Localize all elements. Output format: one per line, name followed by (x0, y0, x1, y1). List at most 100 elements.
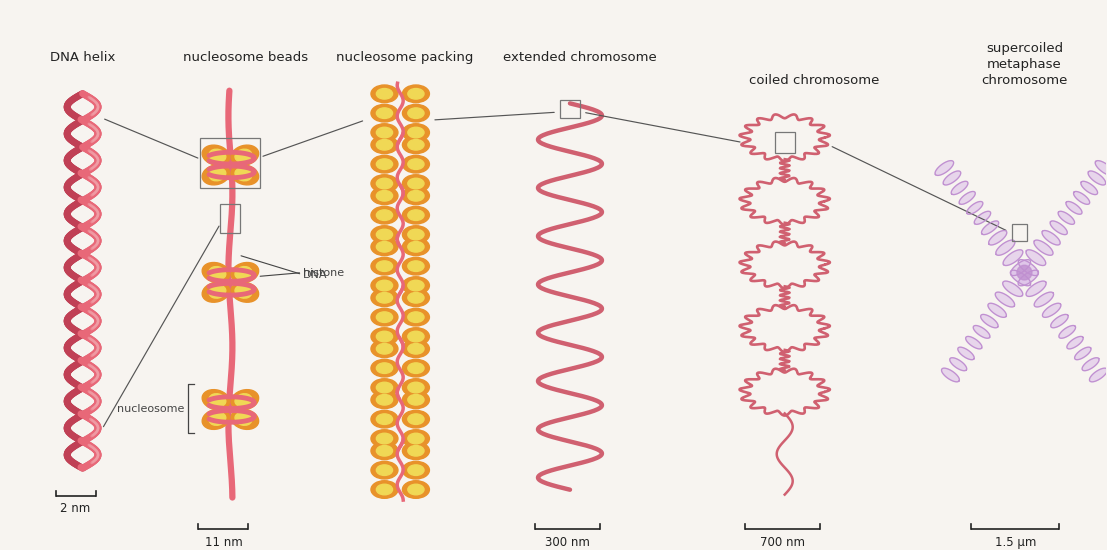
Polygon shape (1043, 303, 1061, 317)
Ellipse shape (403, 410, 430, 428)
Polygon shape (995, 292, 1015, 307)
Ellipse shape (407, 241, 424, 252)
Ellipse shape (403, 289, 430, 306)
Ellipse shape (371, 289, 397, 306)
Ellipse shape (407, 127, 424, 138)
Ellipse shape (371, 359, 397, 377)
Polygon shape (1051, 315, 1068, 328)
Ellipse shape (403, 104, 430, 122)
Ellipse shape (407, 159, 424, 169)
Ellipse shape (376, 394, 393, 405)
Ellipse shape (203, 164, 229, 185)
Ellipse shape (403, 481, 430, 498)
Polygon shape (1058, 211, 1075, 224)
Ellipse shape (371, 155, 397, 173)
Ellipse shape (376, 465, 393, 475)
Ellipse shape (371, 391, 397, 409)
Ellipse shape (376, 446, 393, 456)
Ellipse shape (407, 293, 424, 303)
Ellipse shape (403, 461, 430, 479)
Ellipse shape (371, 309, 397, 326)
Ellipse shape (407, 210, 424, 221)
Polygon shape (1075, 347, 1092, 360)
Ellipse shape (376, 241, 393, 252)
Text: DNA: DNA (303, 270, 328, 279)
Ellipse shape (376, 484, 393, 495)
Ellipse shape (376, 331, 393, 342)
Text: 300 nm: 300 nm (545, 536, 590, 549)
Ellipse shape (376, 312, 393, 322)
Ellipse shape (403, 136, 430, 153)
Ellipse shape (371, 461, 397, 479)
Ellipse shape (235, 394, 251, 407)
Bar (775, 132, 795, 153)
Ellipse shape (203, 145, 229, 166)
Ellipse shape (407, 382, 424, 393)
Text: nucleosome packing: nucleosome packing (337, 51, 474, 64)
Polygon shape (935, 161, 953, 175)
Ellipse shape (403, 391, 430, 409)
Ellipse shape (371, 340, 397, 358)
Polygon shape (1034, 292, 1054, 307)
Ellipse shape (403, 442, 430, 460)
Ellipse shape (403, 277, 430, 294)
Polygon shape (958, 347, 974, 360)
Polygon shape (1018, 260, 1038, 276)
Ellipse shape (209, 267, 226, 279)
Bar (220, 204, 240, 233)
Ellipse shape (407, 280, 424, 291)
Ellipse shape (371, 206, 397, 224)
Ellipse shape (407, 229, 424, 240)
Ellipse shape (376, 210, 393, 221)
Ellipse shape (407, 261, 424, 272)
Ellipse shape (407, 178, 424, 189)
Ellipse shape (231, 282, 259, 303)
Ellipse shape (235, 285, 251, 298)
Ellipse shape (376, 414, 393, 425)
Ellipse shape (371, 175, 397, 192)
Polygon shape (1067, 337, 1083, 349)
Ellipse shape (403, 238, 430, 256)
Bar (560, 101, 580, 118)
Ellipse shape (376, 382, 393, 393)
Polygon shape (973, 326, 990, 338)
Ellipse shape (371, 226, 397, 243)
Ellipse shape (403, 124, 430, 141)
Ellipse shape (407, 190, 424, 201)
Polygon shape (1080, 182, 1097, 195)
Polygon shape (989, 230, 1006, 245)
Polygon shape (1088, 171, 1106, 185)
Ellipse shape (407, 446, 424, 456)
Ellipse shape (371, 481, 397, 498)
Polygon shape (1011, 270, 1031, 286)
Polygon shape (959, 191, 975, 205)
Ellipse shape (407, 108, 424, 118)
Text: DNA helix: DNA helix (50, 51, 115, 64)
Ellipse shape (231, 262, 259, 283)
Ellipse shape (235, 168, 251, 181)
Text: 2 nm: 2 nm (61, 503, 91, 515)
Polygon shape (974, 211, 991, 224)
Ellipse shape (231, 409, 259, 430)
Ellipse shape (376, 363, 393, 373)
Polygon shape (951, 182, 968, 195)
Ellipse shape (371, 257, 397, 275)
Ellipse shape (376, 261, 393, 272)
Ellipse shape (209, 394, 226, 407)
Polygon shape (966, 201, 983, 214)
Ellipse shape (1017, 265, 1032, 280)
Ellipse shape (407, 414, 424, 425)
Polygon shape (1089, 368, 1107, 382)
Ellipse shape (376, 229, 393, 240)
Ellipse shape (376, 159, 393, 169)
Ellipse shape (371, 136, 397, 153)
Ellipse shape (203, 409, 229, 430)
Ellipse shape (403, 257, 430, 275)
Polygon shape (1074, 191, 1089, 204)
Polygon shape (942, 368, 960, 382)
Ellipse shape (209, 285, 226, 298)
Polygon shape (1095, 161, 1107, 175)
Polygon shape (981, 315, 999, 328)
Ellipse shape (403, 187, 430, 205)
Polygon shape (965, 337, 982, 349)
